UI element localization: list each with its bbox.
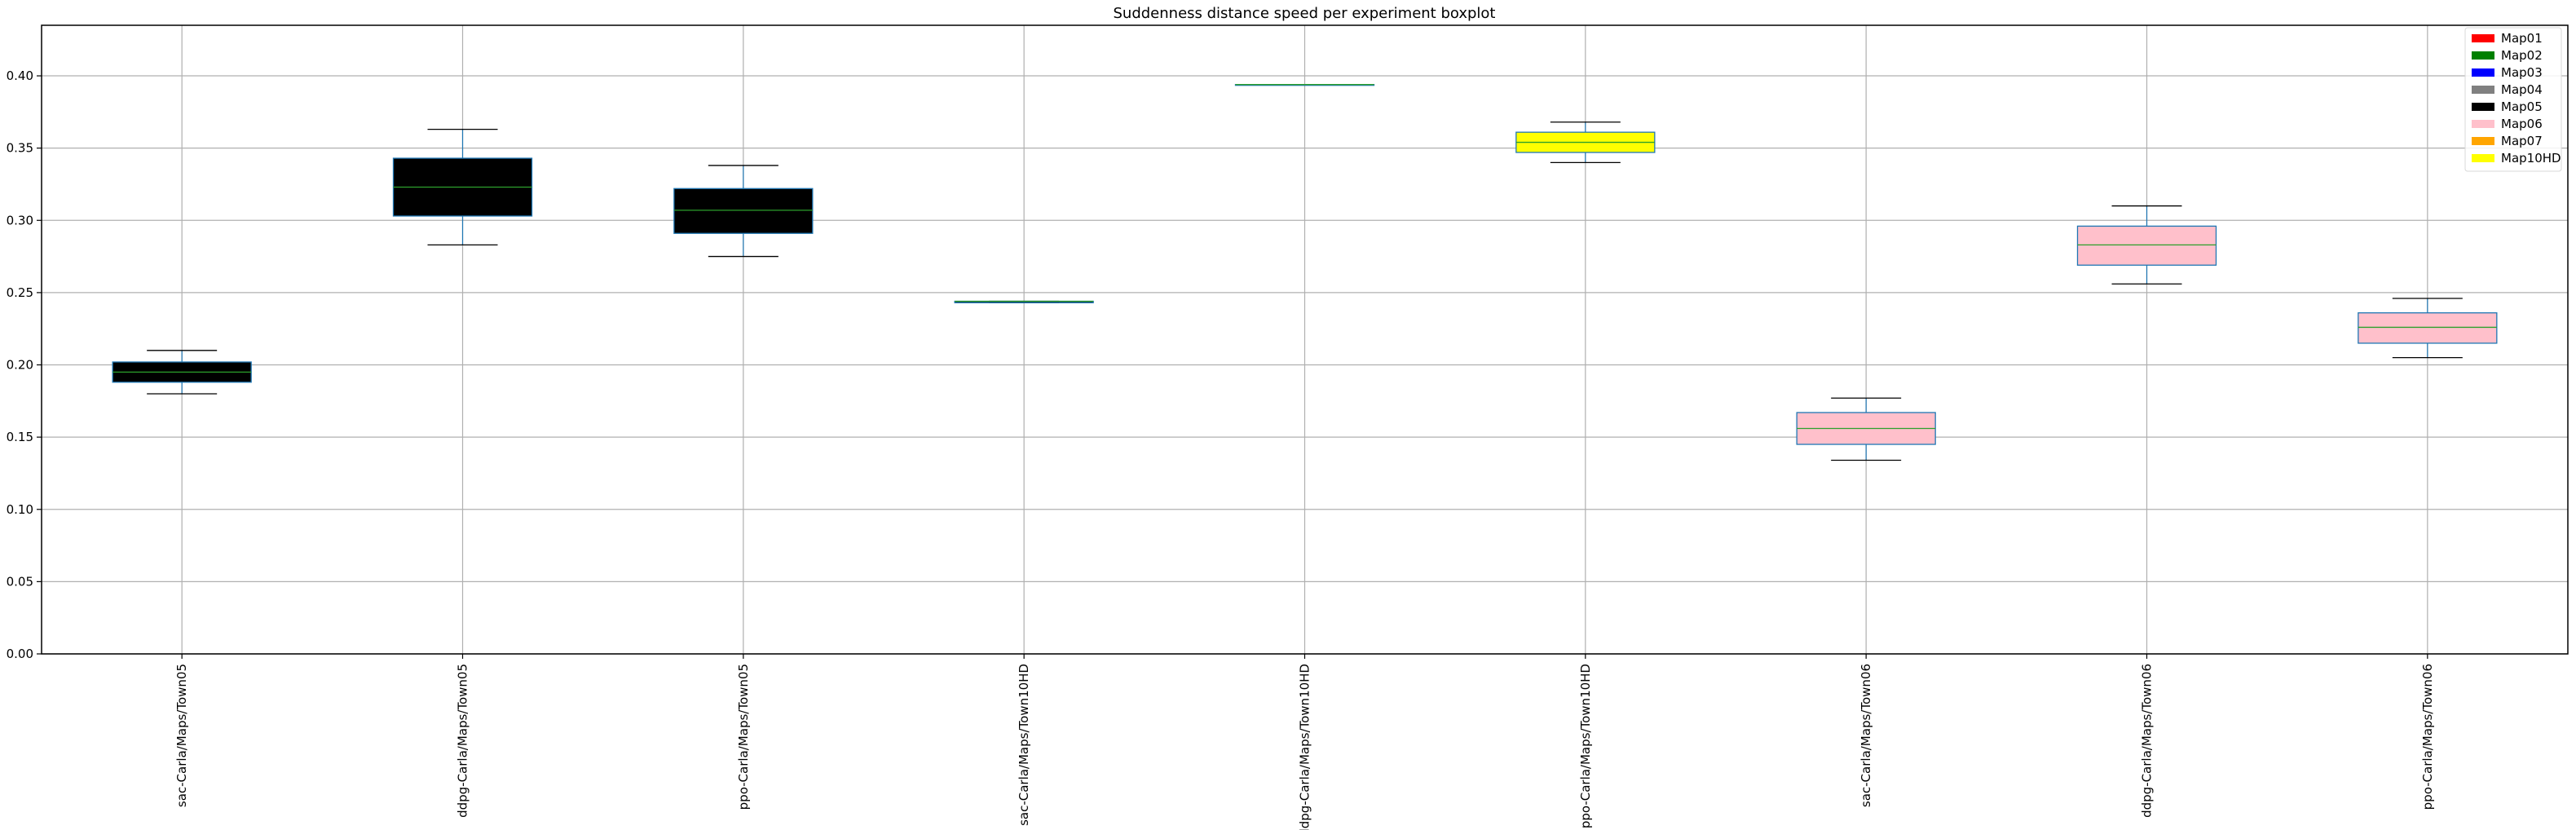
x-tick-label: sac-Carla/Maps/Town06	[1859, 664, 1873, 807]
y-tick-label: 0.10	[7, 502, 33, 517]
legend-label: Map04	[2501, 82, 2543, 97]
x-tick-label: ddpg-Carla/Maps/Town06	[2140, 664, 2155, 818]
legend-label: Map06	[2501, 117, 2543, 131]
box-layer	[112, 84, 2498, 461]
y-tick-label: 0.00	[7, 647, 33, 661]
y-tick-label: 0.40	[7, 68, 33, 83]
legend-swatch	[2472, 68, 2494, 77]
box-4	[954, 300, 1094, 303]
box-9	[2358, 298, 2498, 359]
legend-label: Map02	[2501, 48, 2543, 63]
legend-swatch	[2472, 137, 2494, 145]
x-tick-label: ppo-Carla/Maps/Town06	[2420, 664, 2435, 810]
box-iqr	[673, 188, 814, 234]
legend-label: Map10HD	[2501, 151, 2561, 166]
legend-label: Map05	[2501, 99, 2543, 114]
box-6	[1515, 121, 1656, 164]
y-tick-label: 0.05	[7, 574, 33, 589]
y-tick-label: 0.35	[7, 141, 33, 156]
legend-frame	[2464, 27, 2562, 172]
box-2	[392, 128, 533, 246]
chart-title: Suddenness distance speed per experiment…	[1114, 5, 1496, 22]
x-tick-label: ppo-Carla/Maps/Town05	[736, 664, 751, 810]
y-tick-label: 0.15	[7, 430, 33, 444]
legend-swatch	[2472, 120, 2494, 128]
box-5	[1234, 84, 1375, 86]
x-tick-label: sac-Carla/Maps/Town10HD	[1017, 664, 1031, 826]
legend-swatch	[2472, 51, 2494, 60]
y-tick-label: 0.30	[7, 213, 33, 227]
x-tick-label: ppo-Carla/Maps/Town10HD	[1578, 664, 1593, 828]
legend-swatch	[2472, 154, 2494, 162]
box-iqr	[2076, 225, 2217, 266]
legend: Map01 Map02 Map03 Map04 Map05 Map06 Map07 Map10…	[2464, 27, 2562, 172]
legend-swatch	[2472, 103, 2494, 111]
y-tick-label: 0.25	[7, 285, 33, 300]
axis-layer: 0.00 0.05 0.10 0.15 0.20 0.25 0.30 0.35 0.40 sac-…	[7, 68, 2435, 830]
x-tick-label: ddpg-Carla/Maps/Town05	[456, 664, 470, 818]
box-1	[112, 350, 252, 395]
legend-swatch	[2472, 34, 2494, 42]
x-tick-label: sac-Carla/Maps/Town05	[174, 664, 189, 807]
box-8	[2076, 205, 2217, 285]
legend-label: Map07	[2501, 134, 2543, 148]
legend-swatch	[2472, 86, 2494, 94]
box-iqr	[2358, 312, 2498, 344]
y-tick-label: 0.20	[7, 358, 33, 373]
x-tick-label: ddpg-Carla/Maps/Town10HD	[1298, 664, 1312, 830]
box-7	[1796, 397, 1936, 461]
legend-label: Map03	[2501, 65, 2543, 80]
legend-label: Map01	[2501, 31, 2543, 46]
box-3	[673, 165, 814, 258]
